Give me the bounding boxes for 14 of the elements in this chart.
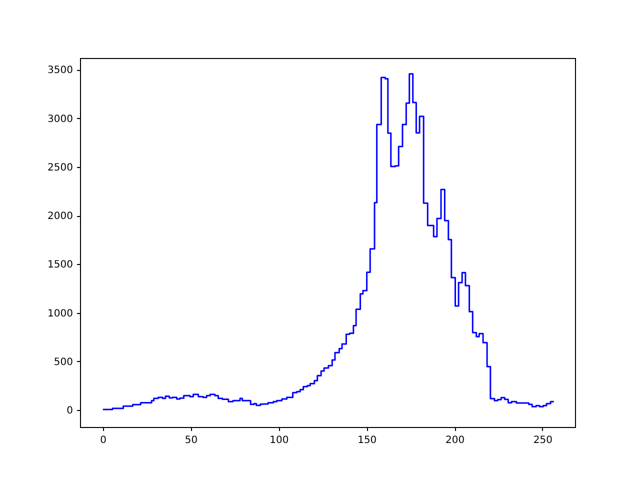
x-tick-label: 50 [184,435,198,446]
y-tick-label: 2000 [48,211,73,222]
y-tick-label: 3500 [48,65,73,76]
x-tick-label: 200 [446,435,465,446]
y-tick-label: 0 [66,405,73,416]
y-tick-label: 3000 [48,114,73,125]
y-tick-label: 1000 [48,308,73,320]
y-tick-label: 500 [54,356,73,368]
x-tick-label: 0 [100,435,107,446]
x-tick-label: 250 [533,435,553,446]
y-tick-label: 2500 [48,162,73,174]
x-tick-label: 150 [358,435,377,446]
x-tick-label: 100 [270,435,289,446]
y-tick-label: 1500 [48,260,73,271]
